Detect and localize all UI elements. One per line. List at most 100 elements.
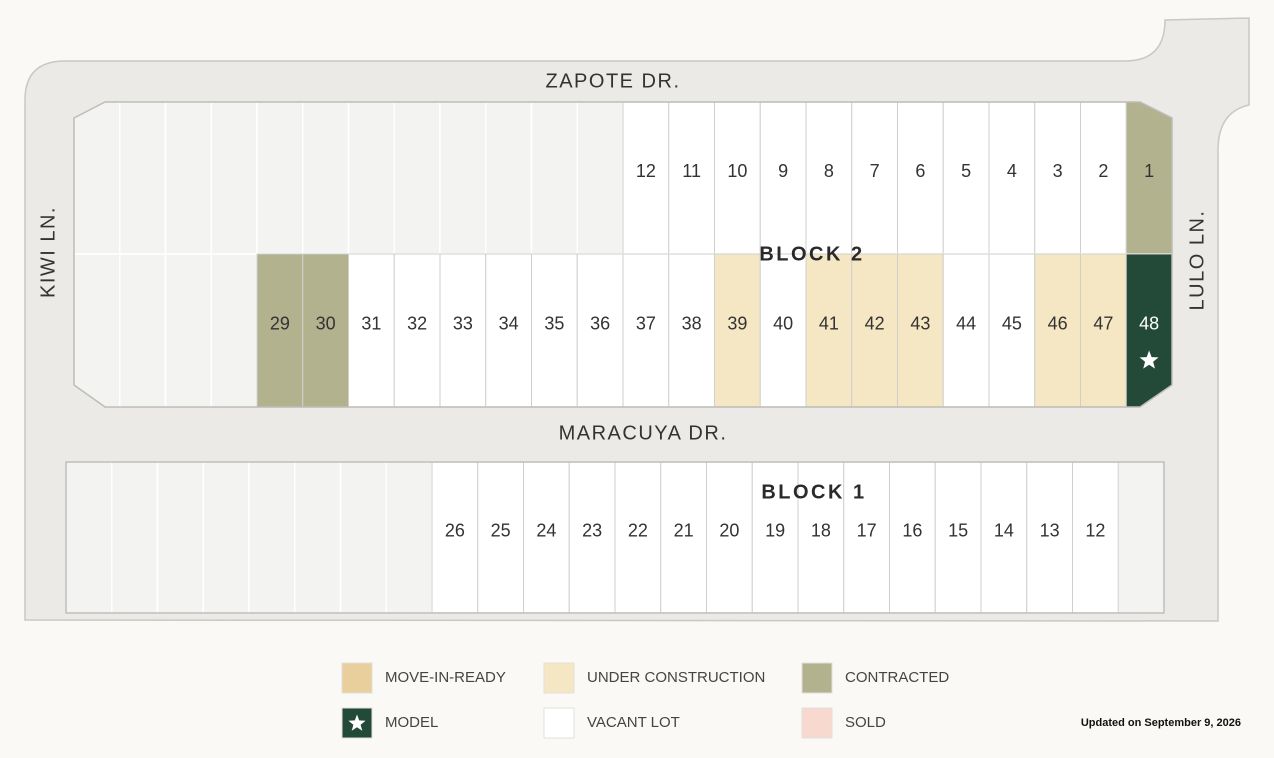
future-lot	[119, 102, 167, 255]
lot-number: 45	[1002, 313, 1022, 333]
block-outline	[73, 101, 1173, 408]
lot	[889, 461, 936, 614]
street-label: ZAPOTE DR.	[545, 70, 680, 92]
lot-number: 18	[811, 520, 831, 540]
lot	[477, 461, 524, 614]
street-label: KIWI LN.	[37, 206, 59, 298]
legend-swatch	[801, 707, 833, 739]
lot	[393, 253, 441, 407]
lot	[805, 253, 853, 407]
lot-number: 5	[961, 161, 971, 181]
future-lot	[256, 102, 304, 255]
lot-number: 11	[682, 161, 701, 181]
lot	[759, 102, 807, 255]
lot-number: 12	[636, 161, 656, 181]
lot-number: 7	[870, 161, 880, 181]
lot	[851, 102, 898, 255]
lot	[714, 102, 761, 255]
lot	[614, 461, 662, 614]
lot	[668, 253, 715, 407]
lot-number: 33	[453, 313, 473, 333]
lot-number: 38	[682, 313, 702, 333]
legend-label: UNDER CONSTRUCTION	[587, 669, 765, 686]
future-lot	[164, 253, 212, 407]
lot-number: 24	[536, 520, 556, 540]
lot-number: 44	[956, 313, 976, 333]
lot	[751, 461, 799, 614]
lot	[706, 461, 753, 614]
lot	[256, 253, 304, 407]
future-lot	[485, 102, 533, 255]
lot	[1034, 102, 1081, 255]
lot-number: 32	[407, 313, 427, 333]
lot-number: 40	[773, 313, 793, 333]
legend: MOVE-IN-READY UNDER CONSTRUCTION CONTRACTE…	[341, 662, 949, 739]
lot	[988, 102, 1036, 255]
future-lot	[164, 102, 212, 255]
lot-number: 2	[1098, 161, 1108, 181]
lot	[348, 253, 395, 407]
legend-label: CONTRACTED	[845, 669, 949, 686]
lot-number: 46	[1048, 313, 1068, 333]
lot-number: 23	[582, 520, 602, 540]
lot	[1072, 461, 1119, 614]
lot-number: 13	[1040, 520, 1060, 540]
future-lot	[74, 253, 121, 407]
lot	[523, 461, 570, 614]
lot-number: 20	[719, 520, 739, 540]
lot-number: 21	[674, 520, 694, 540]
blocks: 12 11 10 9 8 7 6 5 4 3 2 129 30 31 32 33 34 35 36 37 38 39 40 4…	[65, 101, 1173, 614]
lot	[1034, 253, 1081, 407]
future-lot	[202, 461, 250, 614]
legend-label: MODEL	[385, 714, 438, 731]
block: 26 25 24 23 22 21 20 19 18 17 16 15 14 13 12	[65, 461, 1165, 614]
future-lot	[210, 102, 258, 255]
lot-number: 15	[948, 520, 968, 540]
lot-number: 35	[544, 313, 564, 333]
lot	[897, 102, 944, 255]
future-lot	[65, 461, 113, 614]
future-lot	[248, 461, 296, 614]
street-label: LULO LN.	[1186, 210, 1208, 311]
legend-label: MOVE-IN-READY	[385, 669, 506, 686]
block-label: BLOCK 2	[759, 243, 864, 265]
lot-number: 19	[765, 520, 785, 540]
lot-number: 31	[361, 313, 381, 333]
block-outline	[65, 461, 1165, 614]
block: 12 11 10 9 8 7 6 5 4 3 2 129 30 31 32 33 34 35 36 37 38 39 40 4…	[74, 102, 1172, 407]
future-lot	[530, 102, 578, 255]
lot-number: 29	[270, 313, 290, 333]
legend-swatch	[341, 662, 373, 694]
future-lot	[393, 102, 441, 255]
lot-number: 30	[316, 313, 336, 333]
lot	[897, 253, 944, 407]
future-lot	[347, 102, 395, 255]
legend-swatch	[543, 707, 575, 739]
legend-swatch	[801, 662, 833, 694]
legend-label: VACANT LOT	[587, 714, 680, 731]
lot	[1125, 253, 1172, 407]
lot-number: 41	[819, 313, 839, 333]
future-lot	[294, 461, 342, 614]
street-label: MARACUYA DR.	[559, 422, 728, 444]
lot-number: 22	[628, 520, 648, 540]
lot	[660, 461, 707, 614]
lot-number: 8	[824, 161, 834, 181]
lot-number: 36	[590, 313, 610, 333]
lot-number: 1	[1144, 161, 1154, 181]
legend-swatch	[543, 662, 575, 694]
lot	[439, 253, 487, 407]
future-lot	[439, 102, 487, 255]
future-lot	[111, 461, 159, 614]
future-lot	[302, 102, 350, 255]
lot-number: 3	[1053, 161, 1063, 181]
lot	[942, 102, 990, 255]
future-lot	[210, 253, 258, 407]
lot-number: 43	[910, 313, 930, 333]
future-lot	[339, 461, 387, 614]
lot-number: 37	[636, 313, 656, 333]
lot-number: 42	[865, 313, 885, 333]
lot-number: 9	[778, 161, 788, 181]
lot-number: 48	[1139, 313, 1159, 333]
